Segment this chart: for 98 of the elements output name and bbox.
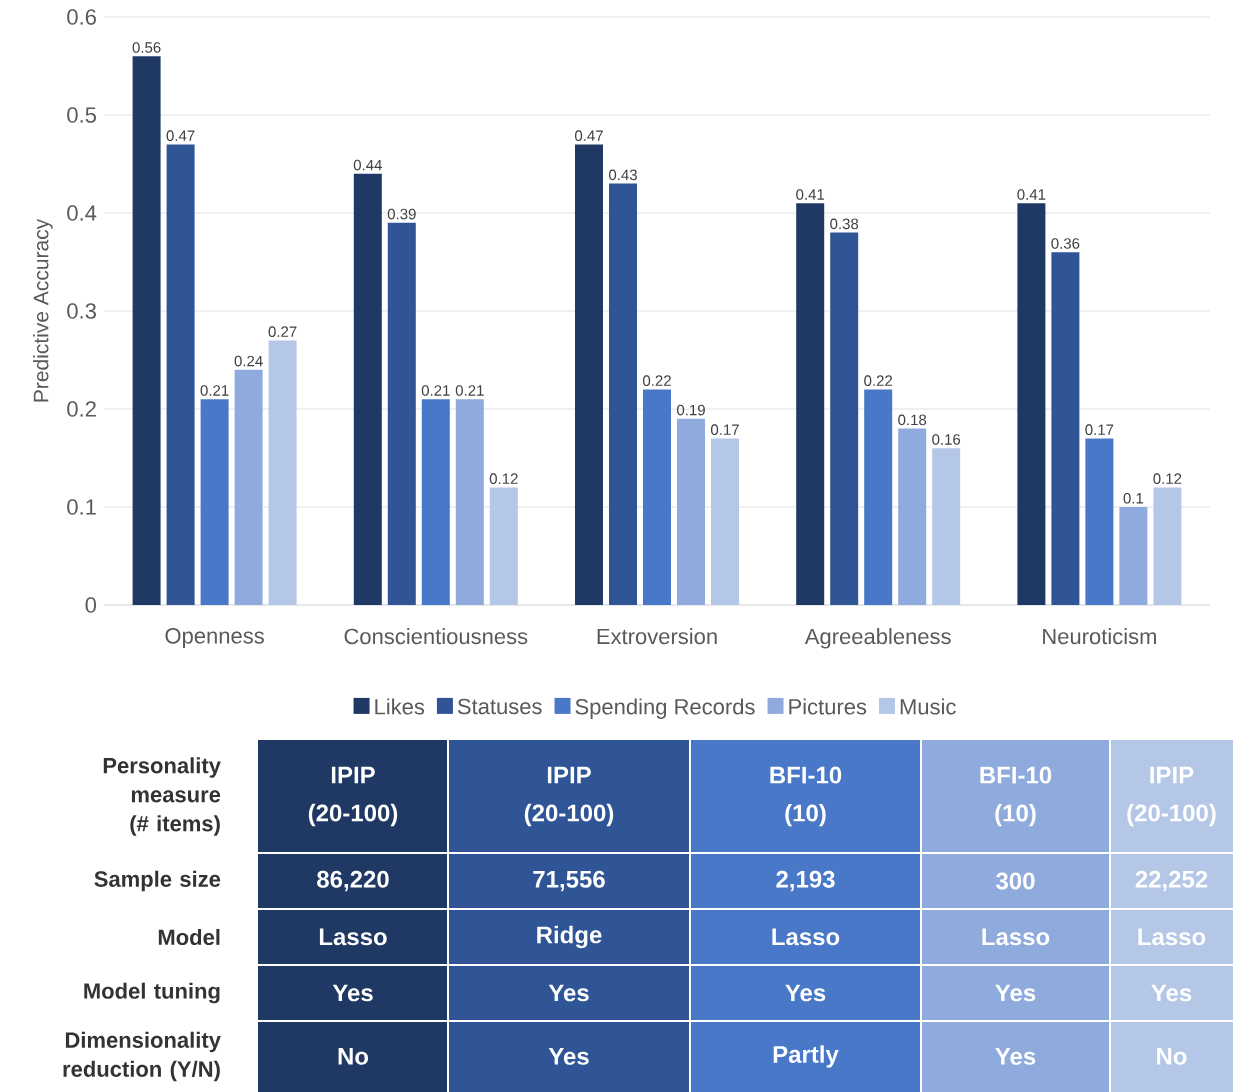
text: BFI-10 (10) — [770, 766, 842, 827]
y-axis-title: Predictive Accuracy — [33, 218, 53, 402]
text: 2,193 — [776, 870, 835, 892]
text: Yes — [548, 1048, 589, 1065]
category-label: Personality measure (# items) — [103, 757, 221, 836]
data-label: 0.24 — [234, 355, 263, 367]
text: Yes — [995, 1048, 1036, 1065]
text: 86,220 — [317, 870, 389, 892]
bar — [1051, 252, 1080, 605]
data-label: 0.39 — [387, 208, 416, 220]
data-label: 0.18 — [898, 414, 927, 426]
data-label: 0.47 — [575, 130, 603, 142]
text: Yes — [995, 984, 1036, 1002]
data-label: 0.27 — [268, 326, 297, 337]
text: Yes — [548, 984, 589, 1002]
x-tick-label: Agreeableness — [804, 628, 951, 649]
bar — [132, 56, 161, 605]
data-label: 0.21 — [421, 385, 450, 396]
bar — [711, 438, 739, 605]
data-label: 0.41 — [1017, 189, 1046, 200]
legend-label: Likes — [375, 698, 425, 715]
bar — [166, 144, 195, 605]
bar — [489, 487, 518, 605]
data-label: 0.21 — [200, 385, 229, 396]
y-tick-label: 0.5 — [67, 107, 96, 123]
text: Ridge — [537, 925, 602, 949]
bar — [353, 173, 382, 605]
bar — [830, 232, 859, 605]
text: Yes — [785, 984, 826, 1002]
data-label: 0.56 — [132, 42, 161, 53]
legend-label: Pictures — [789, 698, 867, 715]
text: Lasso — [772, 928, 840, 946]
bar — [1119, 506, 1148, 605]
bar — [643, 389, 671, 605]
data-label: 0.36 — [1051, 238, 1080, 249]
data-label: 0.17 — [1085, 424, 1114, 435]
bar — [1153, 487, 1182, 605]
x-tick-label: Conscientiousness — [344, 628, 528, 645]
data-label: 0.38 — [830, 218, 859, 230]
bar — [455, 399, 484, 605]
data-label: 0.21 — [455, 385, 484, 396]
bar — [421, 399, 450, 605]
text: Yes — [1151, 984, 1192, 1002]
bar — [387, 222, 416, 605]
text: Lasso — [1138, 928, 1206, 946]
text: 22,252 — [1135, 870, 1208, 892]
text: IPIP (20-100) — [1127, 766, 1216, 827]
data-label: 0.47 — [166, 130, 195, 142]
bar — [676, 418, 705, 605]
x-tick-label: Openness — [165, 628, 264, 648]
bar — [200, 399, 229, 605]
data-label: 0.12 — [1153, 473, 1182, 484]
data-label: 0.12 — [489, 473, 518, 484]
bar — [864, 389, 893, 605]
bar — [575, 144, 603, 605]
legend-label: Spending Records — [575, 698, 755, 719]
y-tick-label: 0 — [85, 597, 97, 613]
bar — [1085, 438, 1114, 605]
data-label: 0.43 — [609, 169, 637, 181]
category-label: Dimensionality reduction (Y/N) — [63, 1031, 221, 1082]
bar — [609, 183, 637, 605]
data-label: 0.44 — [353, 159, 382, 171]
text: 300 — [996, 872, 1035, 890]
y-tick-label: 0.2 — [67, 401, 96, 417]
y-tick-label: 0.1 — [67, 499, 96, 515]
x-tick-label: Extroversion — [597, 628, 717, 645]
data-label: 0.41 — [796, 189, 825, 200]
y-tick-label: 0.4 — [67, 205, 97, 221]
category-label: Model — [158, 928, 220, 946]
data-label: 0.22 — [864, 375, 893, 386]
category-label: Sample size — [94, 870, 221, 892]
text: BFI-10 (10) — [980, 766, 1052, 827]
legend-label: Music — [900, 698, 956, 715]
bar — [898, 428, 927, 605]
bar — [796, 203, 825, 605]
text: Lasso — [319, 928, 387, 946]
text: IPIP (20-100) — [308, 766, 398, 827]
y-tick-label: 0.3 — [67, 303, 96, 319]
data-label: 0.22 — [643, 375, 671, 386]
text: Lasso — [982, 928, 1050, 946]
bar — [1017, 203, 1046, 605]
text: Partly — [773, 1045, 839, 1068]
bar — [234, 369, 263, 605]
text: IPIP (20-100) — [524, 766, 614, 827]
text: No — [338, 1048, 369, 1065]
data-label: 0.17 — [711, 424, 739, 435]
text: No — [1157, 1048, 1187, 1065]
data-label: 0.16 — [932, 434, 961, 445]
data-label: 0.1 — [1123, 492, 1144, 504]
bar — [932, 448, 961, 605]
data-label: 0.19 — [677, 404, 705, 416]
x-tick-label: Neuroticism — [1043, 628, 1156, 645]
legend-label: Statuses — [457, 698, 542, 715]
text: Yes — [332, 984, 373, 1002]
y-tick-label: 0.6 — [67, 9, 96, 25]
category-label: Model tuning — [84, 982, 220, 1004]
bar — [268, 340, 297, 605]
text: 71,556 — [533, 870, 605, 892]
